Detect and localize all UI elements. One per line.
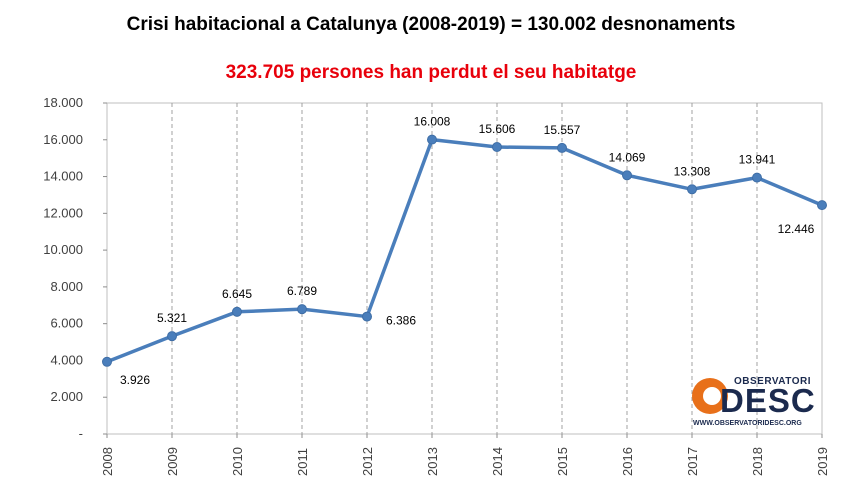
x-tick-label: 2010 <box>230 447 245 476</box>
x-tick-label: 2011 <box>295 448 310 476</box>
y-tick-label: - <box>79 426 83 441</box>
data-point <box>103 357 112 366</box>
y-tick-label: 6.000 <box>50 316 83 331</box>
logo-url: WWW.OBSERVATORIDESC.ORG <box>693 420 802 427</box>
logo-main-text: DESC <box>720 384 816 417</box>
y-tick-label: 14.000 <box>43 169 83 184</box>
data-point <box>623 171 632 180</box>
data-label: 12.446 <box>778 222 815 236</box>
data-label: 16.008 <box>414 115 451 129</box>
y-tick-label: 16.000 <box>43 132 83 147</box>
data-label: 15.606 <box>479 122 516 136</box>
data-point <box>298 305 307 314</box>
x-tick-label: 2017 <box>685 447 700 476</box>
x-tick-label: 2019 <box>815 447 830 476</box>
data-label: 15.557 <box>544 123 581 137</box>
data-label: 13.308 <box>674 164 711 178</box>
data-point <box>558 143 567 152</box>
data-point <box>428 135 437 144</box>
x-tick-label: 2009 <box>165 447 180 476</box>
data-label: 6.386 <box>386 314 416 328</box>
y-tick-label: 4.000 <box>50 352 83 367</box>
data-point <box>753 173 762 182</box>
x-tick-label: 2013 <box>425 447 440 476</box>
x-tick-label: 2018 <box>750 447 765 476</box>
y-tick-label: 12.000 <box>43 205 83 220</box>
data-point <box>818 201 827 210</box>
y-tick-label: 8.000 <box>50 279 83 294</box>
data-point <box>168 332 177 341</box>
y-tick-label: 2.000 <box>50 389 83 404</box>
observatori-desc-logo: OBSERVATORI DESC WWW.OBSERVATORIDESC.ORG <box>690 374 816 432</box>
x-tick-label: 2016 <box>620 447 635 476</box>
data-point <box>493 143 502 152</box>
x-tick-label: 2008 <box>100 447 115 476</box>
data-label: 6.645 <box>222 287 252 301</box>
data-point <box>363 312 372 321</box>
data-label: 3.926 <box>120 373 150 387</box>
x-tick-label: 2014 <box>490 447 505 476</box>
data-label: 14.069 <box>609 150 646 164</box>
data-point <box>688 185 697 194</box>
x-tick-label: 2012 <box>360 447 375 476</box>
series-line <box>107 140 822 362</box>
data-label: 5.321 <box>157 311 187 325</box>
x-tick-label: 2015 <box>555 447 570 476</box>
y-tick-label: 10.000 <box>43 242 83 257</box>
y-tick-label: 18.000 <box>43 95 83 110</box>
data-label: 13.941 <box>739 153 776 167</box>
data-label: 6.789 <box>287 284 317 298</box>
data-point <box>233 307 242 316</box>
